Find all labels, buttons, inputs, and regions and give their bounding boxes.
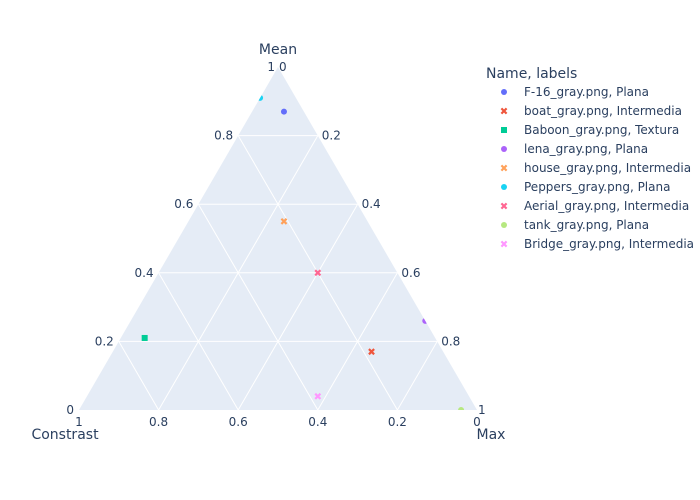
tick-label-zero: 0	[473, 415, 481, 429]
legend-marker	[500, 164, 508, 172]
data-point-8	[458, 407, 465, 410]
legend-item[interactable]: Aerial_gray.png, Intermedia	[500, 199, 689, 213]
tick-label-max: 0.6	[401, 266, 420, 280]
ternary-axis-titles: Mean Constrast Max	[31, 42, 505, 443]
gridline-constrast	[118, 341, 160, 411]
tick-label-max: 0.4	[362, 197, 381, 211]
tick-label-mean: 0.6	[174, 197, 193, 211]
data-point-5	[280, 217, 288, 225]
legend-item[interactable]: house_gray.png, Intermedia	[500, 161, 691, 175]
gridline-constrast	[158, 272, 239, 411]
axis-title-constrast: Constrast	[31, 427, 99, 443]
legend-marker	[501, 127, 507, 133]
legend-item[interactable]: F-16_gray.png, Plana	[501, 85, 649, 99]
legend-item[interactable]: Baboon_gray.png, Textura	[501, 123, 679, 137]
legend-label: house_gray.png, Intermedia	[524, 161, 691, 175]
data-point-7	[314, 269, 322, 277]
data-point-1	[280, 108, 287, 115]
legend-label: Bridge_gray.png, Intermedia	[524, 237, 694, 251]
legend-marker	[501, 146, 507, 152]
tick-label-constrast: 0.6	[229, 415, 248, 429]
legend-marker	[501, 222, 507, 228]
tick-label-zero: 0	[279, 60, 287, 74]
legend-title: Name, labels	[486, 66, 577, 82]
ternary-plot-area	[79, 67, 477, 410]
legend-marker	[501, 89, 507, 95]
tick-label-zero: 0	[66, 403, 74, 417]
gridline-max	[237, 203, 359, 411]
legend-item[interactable]: tank_gray.png, Plana	[501, 218, 649, 232]
tick-label-mean: 0.4	[135, 266, 154, 280]
data-point-6	[257, 94, 264, 101]
gridline-max	[396, 341, 438, 411]
tick-label-constrast: 0.4	[308, 415, 327, 429]
data-point-4	[422, 317, 429, 324]
legend-label: lena_gray.png, Plana	[524, 142, 648, 156]
gridline-max	[317, 272, 398, 411]
legend-label: tank_gray.png, Plana	[524, 218, 649, 232]
legend-item[interactable]: Peppers_gray.png, Plana	[501, 180, 670, 194]
legend-marker	[500, 240, 508, 248]
tick-label-mean: 1	[267, 60, 275, 74]
legend-item[interactable]: lena_gray.png, Plana	[501, 142, 648, 156]
legend-marker	[500, 107, 508, 115]
data-point-3	[141, 334, 148, 341]
tick-label-constrast: 0.2	[388, 415, 407, 429]
legend-marker	[501, 184, 507, 190]
tick-label-max: 0.2	[322, 129, 341, 143]
legend-label: Peppers_gray.png, Plana	[524, 180, 670, 194]
tick-label-max: 1	[478, 403, 486, 417]
axis-title-mean: Mean	[259, 42, 297, 58]
ternary-tick-labels: 0.20.40.60.810.20.40.60.810.20.40.60.810…	[66, 60, 485, 429]
legend: Name, labels F-16_gray.png, Plana boat_gr…	[486, 66, 694, 251]
legend-label: Aerial_gray.png, Intermedia	[524, 199, 689, 213]
data-point-2	[368, 348, 375, 356]
gridline-constrast	[197, 203, 319, 411]
tick-label-constrast: 0.8	[149, 415, 168, 429]
tick-label-max: 0.8	[441, 334, 460, 348]
legend-item[interactable]: Bridge_gray.png, Intermedia	[500, 237, 694, 251]
tick-label-mean: 0.8	[214, 129, 233, 143]
tick-label-constrast: 1	[75, 415, 83, 429]
legend-label: F-16_gray.png, Plana	[524, 85, 649, 99]
data-point-9	[314, 392, 322, 400]
legend-item[interactable]: boat_gray.png, Intermedia	[500, 104, 682, 118]
tick-label-mean: 0.2	[95, 334, 114, 348]
legend-label: Baboon_gray.png, Textura	[524, 123, 679, 137]
legend-marker	[500, 202, 508, 210]
legend-label: boat_gray.png, Intermedia	[524, 104, 682, 118]
axis-title-max: Max	[477, 427, 506, 443]
ternary-grid	[118, 135, 438, 411]
